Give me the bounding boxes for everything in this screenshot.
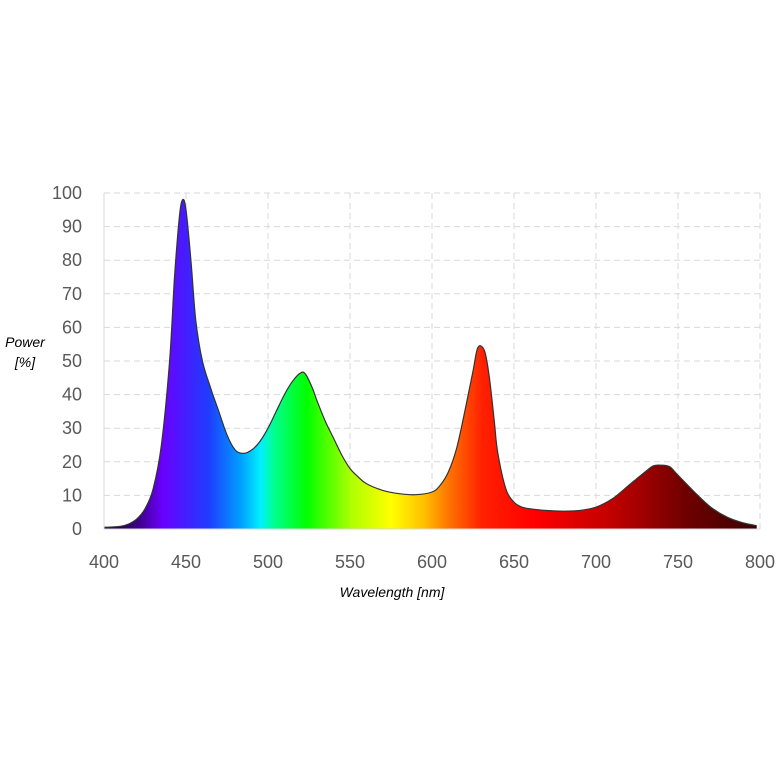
y-tick-label: 30: [62, 418, 82, 438]
x-tick-label: 600: [417, 552, 447, 572]
y-tick-label: 10: [62, 485, 82, 505]
x-tick-label: 450: [171, 552, 201, 572]
spectrum-outline: [103, 198, 757, 528]
y-tick-label: 80: [62, 250, 82, 270]
x-tick-label: 750: [663, 552, 693, 572]
x-tick-label: 650: [499, 552, 529, 572]
y-axis-title-line1: Power: [5, 334, 46, 350]
series-area: [103, 198, 757, 529]
y-tick-label: 0: [72, 519, 82, 539]
y-tick-label: 50: [62, 351, 82, 371]
tick-labels: 0 10 20 30 40 50 60 70 80 90 100 400 450 500 550 600 650…: [52, 183, 775, 572]
spectrum-area-fill: [104, 199, 757, 529]
y-tick-label: 20: [62, 452, 82, 472]
x-axis-title: Wavelength [nm]: [340, 584, 446, 600]
axes: [103, 193, 760, 530]
x-tick-label: 500: [253, 552, 283, 572]
y-tick-label: 100: [52, 183, 82, 203]
x-tick-label: 550: [335, 552, 365, 572]
y-tick-label: 90: [62, 217, 82, 237]
x-tick-label: 400: [89, 552, 119, 572]
y-tick-label: 40: [62, 385, 82, 405]
y-tick-label: 60: [62, 317, 82, 337]
y-tick-label: 70: [62, 284, 82, 304]
x-tick-label: 700: [581, 552, 611, 572]
y-axis-title-line2: [%]: [14, 354, 36, 370]
x-tick-label: 800: [745, 552, 775, 572]
